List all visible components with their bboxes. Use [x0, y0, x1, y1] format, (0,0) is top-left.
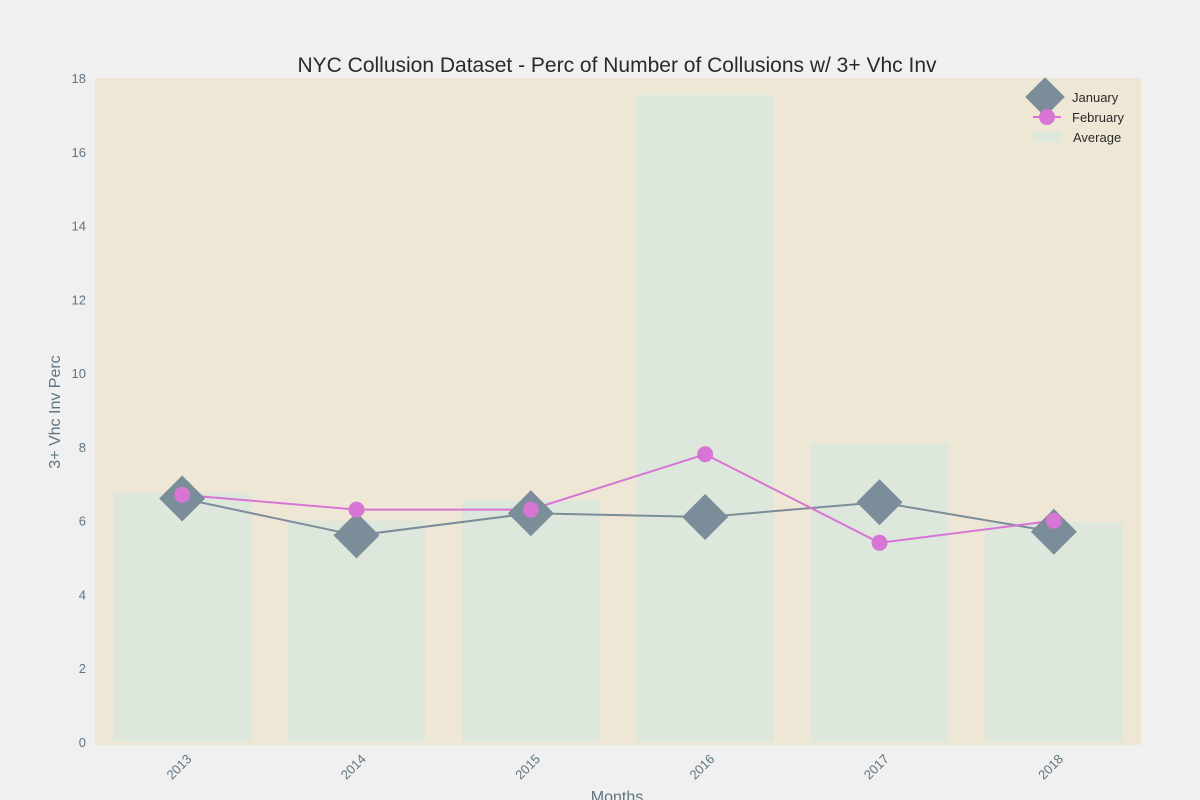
plot-area [95, 78, 1141, 745]
february-marker [697, 446, 714, 463]
y-tick-label: 0 [79, 735, 86, 750]
february-marker [871, 534, 888, 551]
january-line [181, 497, 1055, 537]
february-marker [174, 486, 191, 503]
y-tick-label: 6 [79, 514, 86, 529]
january-marker [682, 493, 729, 540]
y-tick-label: 4 [79, 587, 86, 602]
y-tick-label: 8 [79, 440, 86, 455]
january-marker [1030, 508, 1077, 555]
legend-february-label: February [1072, 110, 1125, 125]
y-axis-ticks: 0 2 4 6 8 10 12 14 16 18 [72, 71, 86, 750]
y-tick-label: 10 [72, 366, 86, 381]
legend-average-swatch [1033, 131, 1061, 142]
legend-january-label: January [1072, 90, 1119, 105]
february-marker [348, 501, 365, 518]
legend-average-label: Average [1073, 130, 1121, 145]
january-marker [333, 512, 380, 559]
y-tick-label: 18 [72, 71, 86, 86]
x-axis-title: Months [591, 789, 643, 800]
y-tick-label: 12 [72, 292, 86, 307]
average-bar [636, 94, 775, 743]
y-axis-title: 3+ Vhc Inv Perc [47, 355, 64, 468]
average-bar [461, 500, 600, 742]
february-marker [1045, 512, 1062, 529]
series-lines [181, 453, 1055, 544]
february-marker [522, 501, 539, 518]
average-bars [113, 94, 1123, 743]
average-bar [113, 493, 252, 742]
y-tick-label: 14 [72, 219, 86, 234]
february-line [182, 453, 1054, 544]
legend-february-swatch [1039, 109, 1055, 125]
january-marker [856, 479, 903, 526]
average-bar [984, 522, 1123, 742]
y-tick-label: 2 [79, 661, 86, 676]
chart-title: NYC Collusion Dataset - Perc of Number o… [297, 54, 937, 77]
y-tick-label: 16 [72, 145, 86, 160]
series-markers [159, 446, 1077, 559]
